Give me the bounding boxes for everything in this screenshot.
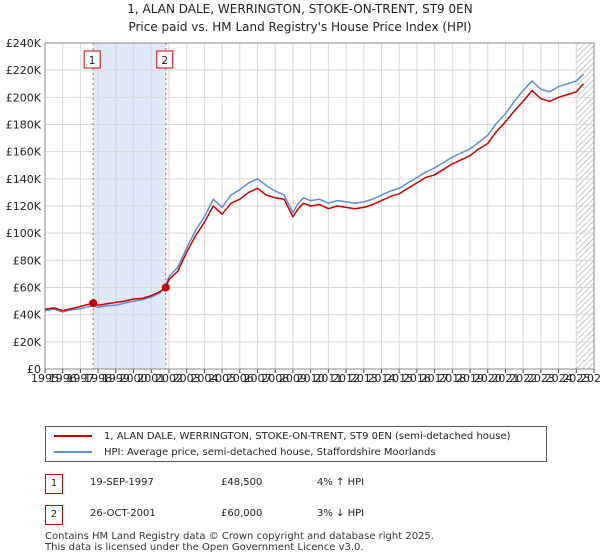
x-tick-label: 1995 bbox=[31, 372, 59, 385]
transaction-number-badge: 1 bbox=[45, 474, 63, 494]
legend-swatch-property bbox=[54, 435, 92, 437]
y-tick-label: £240K bbox=[6, 37, 42, 50]
x-tick-label: 2018 bbox=[438, 372, 466, 385]
transaction-price: £60,000 bbox=[221, 508, 263, 519]
x-tick-label: 2023 bbox=[527, 372, 555, 385]
transaction-number-badge: 2 bbox=[45, 505, 63, 525]
transaction-hpi-diff: 3% ↓ HPI bbox=[317, 508, 365, 519]
x-tick-label: 2005 bbox=[208, 372, 236, 385]
y-tick-label: £160K bbox=[6, 146, 42, 159]
y-tick-label: £0 bbox=[27, 363, 41, 376]
x-tick-label: 2009 bbox=[279, 372, 307, 385]
x-tick-label: 2022 bbox=[509, 372, 537, 385]
x-tick-label: 2013 bbox=[350, 372, 378, 385]
footer-line-copyright: Contains HM Land Registry data © Crown c… bbox=[45, 531, 434, 542]
x-tick-label: 2001 bbox=[137, 372, 165, 385]
y-tick-label: £100K bbox=[6, 227, 42, 240]
sale-point bbox=[161, 283, 170, 292]
y-tick-label: £80K bbox=[13, 254, 42, 267]
x-tick-label: 2010 bbox=[297, 372, 325, 385]
transaction-hpi-diff: 4% ↑ HPI bbox=[317, 477, 365, 488]
series-line-property bbox=[44, 83, 584, 312]
footer-attribution: Contains HM Land Registry data © Crown c… bbox=[45, 531, 434, 553]
chart-legend: 1, ALAN DALE, WERRINGTON, STOKE-ON-TRENT… bbox=[45, 426, 547, 462]
transaction-price: £48,500 bbox=[221, 477, 263, 488]
x-tick-label: 2006 bbox=[226, 372, 254, 385]
legend-label-hpi: HPI: Average price, semi-detached house,… bbox=[104, 446, 436, 458]
x-tick-label: 2007 bbox=[244, 372, 272, 385]
x-tick-label: 2002 bbox=[155, 372, 183, 385]
x-tick-label: 2015 bbox=[385, 372, 413, 385]
y-tick-label: £200K bbox=[6, 91, 42, 104]
x-tick-label: 1996 bbox=[49, 372, 77, 385]
transaction-date: 26-OCT-2001 bbox=[90, 508, 156, 519]
x-tick-label: 1997 bbox=[66, 372, 94, 385]
sale-marker-box bbox=[83, 50, 101, 69]
sale-marker-label: 1 bbox=[89, 54, 96, 67]
y-tick-label: £140K bbox=[6, 173, 42, 186]
chart-title: 1, ALAN DALE, WERRINGTON, STOKE-ON-TRENT… bbox=[127, 2, 473, 16]
x-tick-label: 2012 bbox=[332, 372, 360, 385]
x-tick-label: 1999 bbox=[102, 372, 130, 385]
footer-line-licence: This data is licensed under the Open Gov… bbox=[45, 542, 364, 553]
x-tick-label: 2011 bbox=[314, 372, 342, 385]
x-tick-label: 2019 bbox=[456, 372, 484, 385]
price-chart: £0 £20K £40K £60K £80K £100K £120K £140K £160K £1… bbox=[6, 37, 600, 385]
x-tick-label: 2021 bbox=[491, 372, 519, 385]
y-tick-label: £60K bbox=[13, 282, 42, 295]
plot-frame bbox=[44, 42, 595, 370]
chart-subtitle: Price paid vs. HM Land Registry's House … bbox=[128, 20, 472, 34]
x-tick-label: 2017 bbox=[421, 372, 449, 385]
y-tick-label: £120K bbox=[6, 200, 42, 213]
y-tick-label: £40K bbox=[13, 309, 42, 322]
x-tick-label: 2026 bbox=[580, 372, 600, 385]
x-tick-label: 2003 bbox=[173, 372, 201, 385]
sale-marker-label: 2 bbox=[161, 54, 168, 67]
x-tick-label: 2004 bbox=[190, 372, 218, 385]
x-tick-label: 2000 bbox=[120, 372, 148, 385]
y-tick-label: £180K bbox=[6, 119, 42, 132]
legend-item-property: 1, ALAN DALE, WERRINGTON, STOKE-ON-TRENT… bbox=[54, 428, 511, 444]
x-tick-label: 1998 bbox=[84, 372, 112, 385]
y-tick-label: £220K bbox=[6, 64, 42, 77]
legend-item-hpi: HPI: Average price, semi-detached house,… bbox=[54, 444, 436, 460]
sale-marker-box bbox=[156, 50, 174, 69]
x-tick-label: 2008 bbox=[261, 372, 289, 385]
y-tick-label: £20K bbox=[13, 336, 42, 349]
legend-swatch-hpi bbox=[54, 451, 92, 453]
x-tick-label: 2025 bbox=[562, 372, 590, 385]
legend-label-property: 1, ALAN DALE, WERRINGTON, STOKE-ON-TRENT… bbox=[104, 430, 511, 442]
x-tick-label: 2014 bbox=[367, 372, 395, 385]
series-line-hpi bbox=[44, 73, 584, 313]
sale-point bbox=[89, 299, 98, 308]
x-tick-label: 2016 bbox=[403, 372, 431, 385]
transaction-date: 19-SEP-1997 bbox=[90, 477, 154, 488]
x-tick-label: 2020 bbox=[474, 372, 502, 385]
x-tick-label: 2024 bbox=[545, 372, 573, 385]
